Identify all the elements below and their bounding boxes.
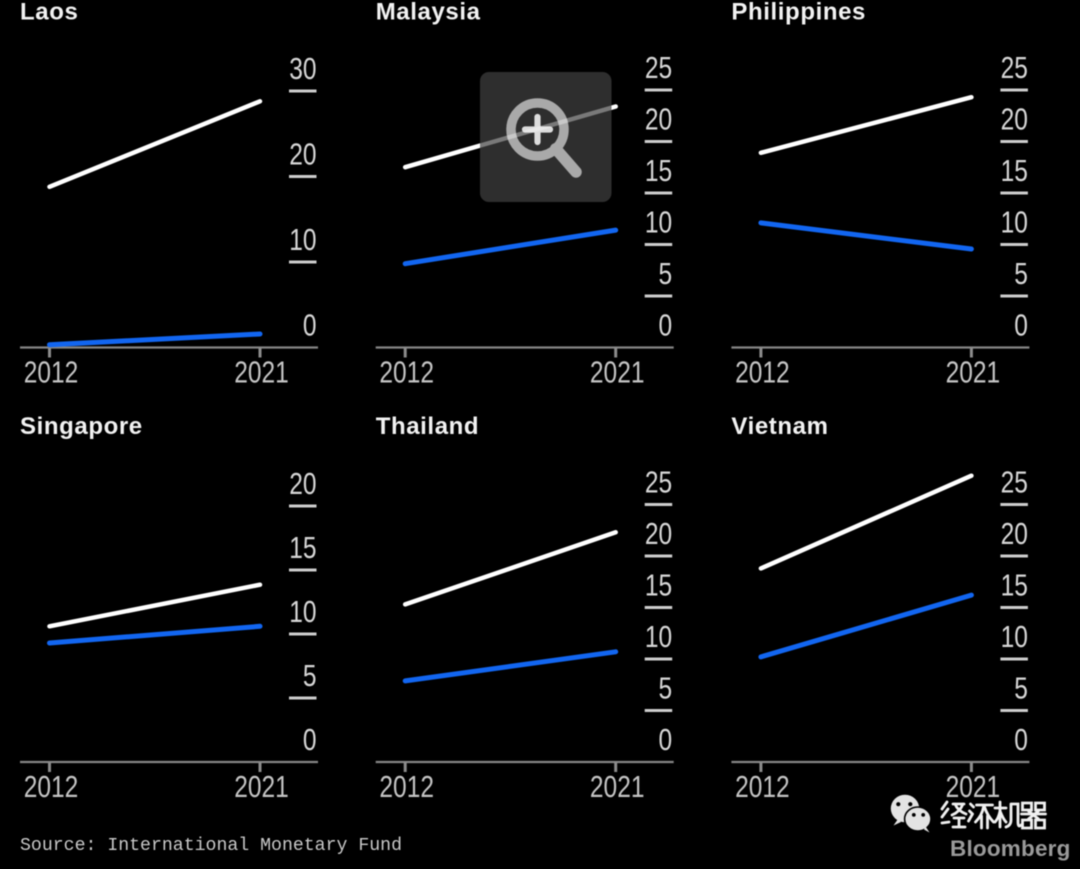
svg-text:5: 5: [1014, 671, 1028, 706]
svg-text:Thailand: Thailand: [376, 413, 479, 440]
svg-text:Malaysia: Malaysia: [376, 0, 481, 26]
svg-text:5: 5: [659, 671, 673, 706]
svg-text:15: 15: [1001, 568, 1028, 603]
svg-text:0: 0: [1014, 722, 1028, 757]
svg-text:Bloomberg: Bloomberg: [950, 836, 1071, 861]
svg-text:0: 0: [303, 722, 317, 757]
svg-text:2021: 2021: [946, 355, 1001, 390]
svg-text:25: 25: [1001, 50, 1028, 85]
svg-text:2021: 2021: [590, 355, 645, 390]
svg-text:2021: 2021: [946, 769, 1001, 804]
svg-text:30: 30: [289, 51, 316, 86]
svg-text:2012: 2012: [735, 355, 790, 390]
svg-text:20: 20: [289, 466, 316, 501]
svg-text:15: 15: [645, 568, 672, 603]
svg-text:5: 5: [659, 256, 673, 291]
svg-text:20: 20: [645, 516, 672, 551]
svg-text:0: 0: [303, 308, 317, 343]
svg-text:10: 10: [1001, 205, 1028, 240]
svg-text:10: 10: [645, 205, 672, 240]
svg-text:2012: 2012: [24, 769, 79, 804]
svg-text:Laos: Laos: [20, 0, 78, 26]
svg-text:5: 5: [303, 658, 317, 693]
svg-text:10: 10: [645, 619, 672, 654]
svg-text:2012: 2012: [735, 769, 790, 804]
svg-text:Philippines: Philippines: [731, 0, 866, 26]
svg-text:0: 0: [659, 722, 673, 757]
svg-text:20: 20: [645, 102, 672, 137]
svg-text:10: 10: [1001, 619, 1028, 654]
svg-text:25: 25: [1001, 465, 1028, 500]
svg-text:15: 15: [1001, 153, 1028, 188]
svg-text:10: 10: [289, 594, 316, 629]
svg-text:2012: 2012: [24, 355, 79, 390]
svg-text:15: 15: [289, 530, 316, 565]
svg-text:Singapore: Singapore: [20, 413, 143, 440]
svg-text:25: 25: [645, 465, 672, 500]
svg-text:10: 10: [289, 222, 316, 257]
svg-text:5: 5: [1014, 256, 1028, 291]
svg-text:2021: 2021: [234, 355, 289, 390]
svg-text:2012: 2012: [379, 355, 434, 390]
svg-text:2021: 2021: [234, 769, 289, 804]
svg-text:15: 15: [645, 153, 672, 188]
svg-text:20: 20: [1001, 516, 1028, 551]
svg-text:Vietnam: Vietnam: [731, 413, 828, 440]
svg-text:0: 0: [1014, 308, 1028, 343]
svg-text:20: 20: [1001, 102, 1028, 137]
svg-text:20: 20: [289, 137, 316, 172]
svg-text:0: 0: [659, 308, 673, 343]
svg-text:2021: 2021: [590, 769, 645, 804]
svg-text:25: 25: [645, 50, 672, 85]
svg-text:Source: International Monetary: Source: International Monetary Fund: [20, 836, 402, 856]
svg-text:2012: 2012: [379, 769, 434, 804]
